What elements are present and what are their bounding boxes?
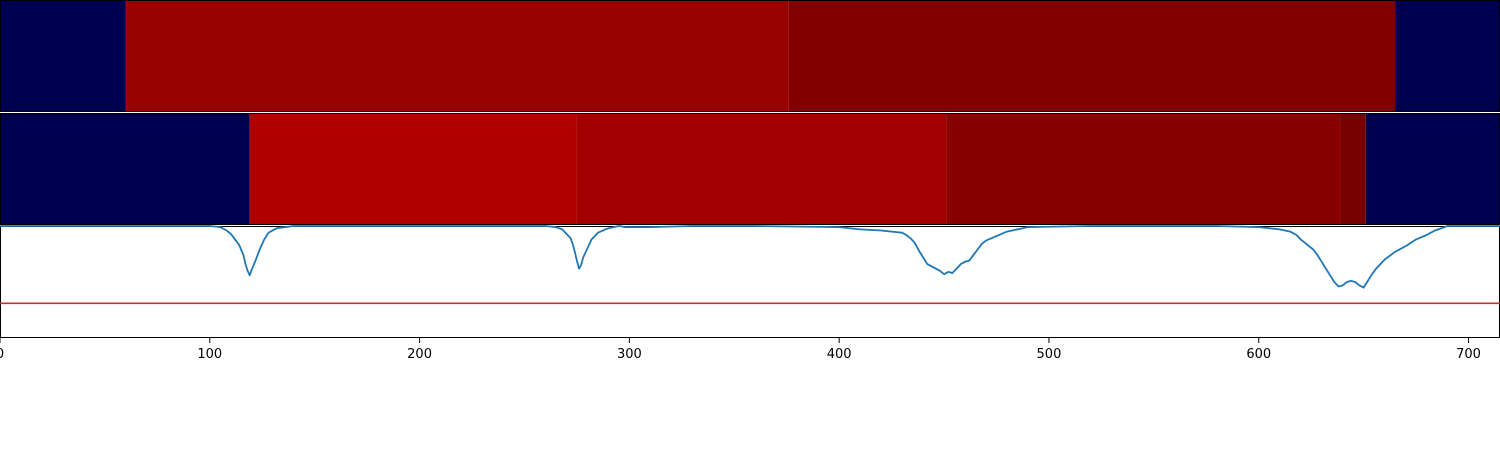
x-axis: 0 100 200 300 400 500 600 700 bbox=[0, 338, 1481, 362]
x-tick-label-0: 0 bbox=[0, 347, 4, 362]
heatmap-row-1-segment-1 bbox=[0, 0, 126, 112]
heatmap-row-1-segment-2 bbox=[125, 0, 789, 112]
x-tick-label-300: 300 bbox=[617, 347, 642, 362]
heatmap-row-2-segment-1 bbox=[0, 113, 250, 225]
x-tick-label-700: 700 bbox=[1456, 347, 1481, 362]
line-panel bbox=[0, 225, 1500, 338]
x-tick-label-200: 200 bbox=[407, 347, 432, 362]
heatmap-row-2-segment-3 bbox=[576, 113, 947, 225]
x-tick-label-600: 600 bbox=[1246, 347, 1271, 362]
line-panel-frame bbox=[0, 226, 1500, 338]
x-tick-label-100: 100 bbox=[197, 347, 222, 362]
x-tick-label-500: 500 bbox=[1037, 347, 1062, 362]
heatmap-rows bbox=[0, 0, 1500, 225]
heatmap-row-2-segment-2 bbox=[249, 113, 577, 225]
heatmap-row-1-segment-4 bbox=[1395, 0, 1500, 112]
x-tick-label-400: 400 bbox=[827, 347, 852, 362]
heatmap-row-2-segment-4 bbox=[946, 113, 1341, 225]
heatmap-row-1-segment-3 bbox=[788, 0, 1396, 112]
heatmap-row-2-segment-5 bbox=[1340, 113, 1366, 225]
series-line bbox=[0, 225, 1500, 289]
heatmap-row-2-segment-6 bbox=[1365, 113, 1500, 225]
